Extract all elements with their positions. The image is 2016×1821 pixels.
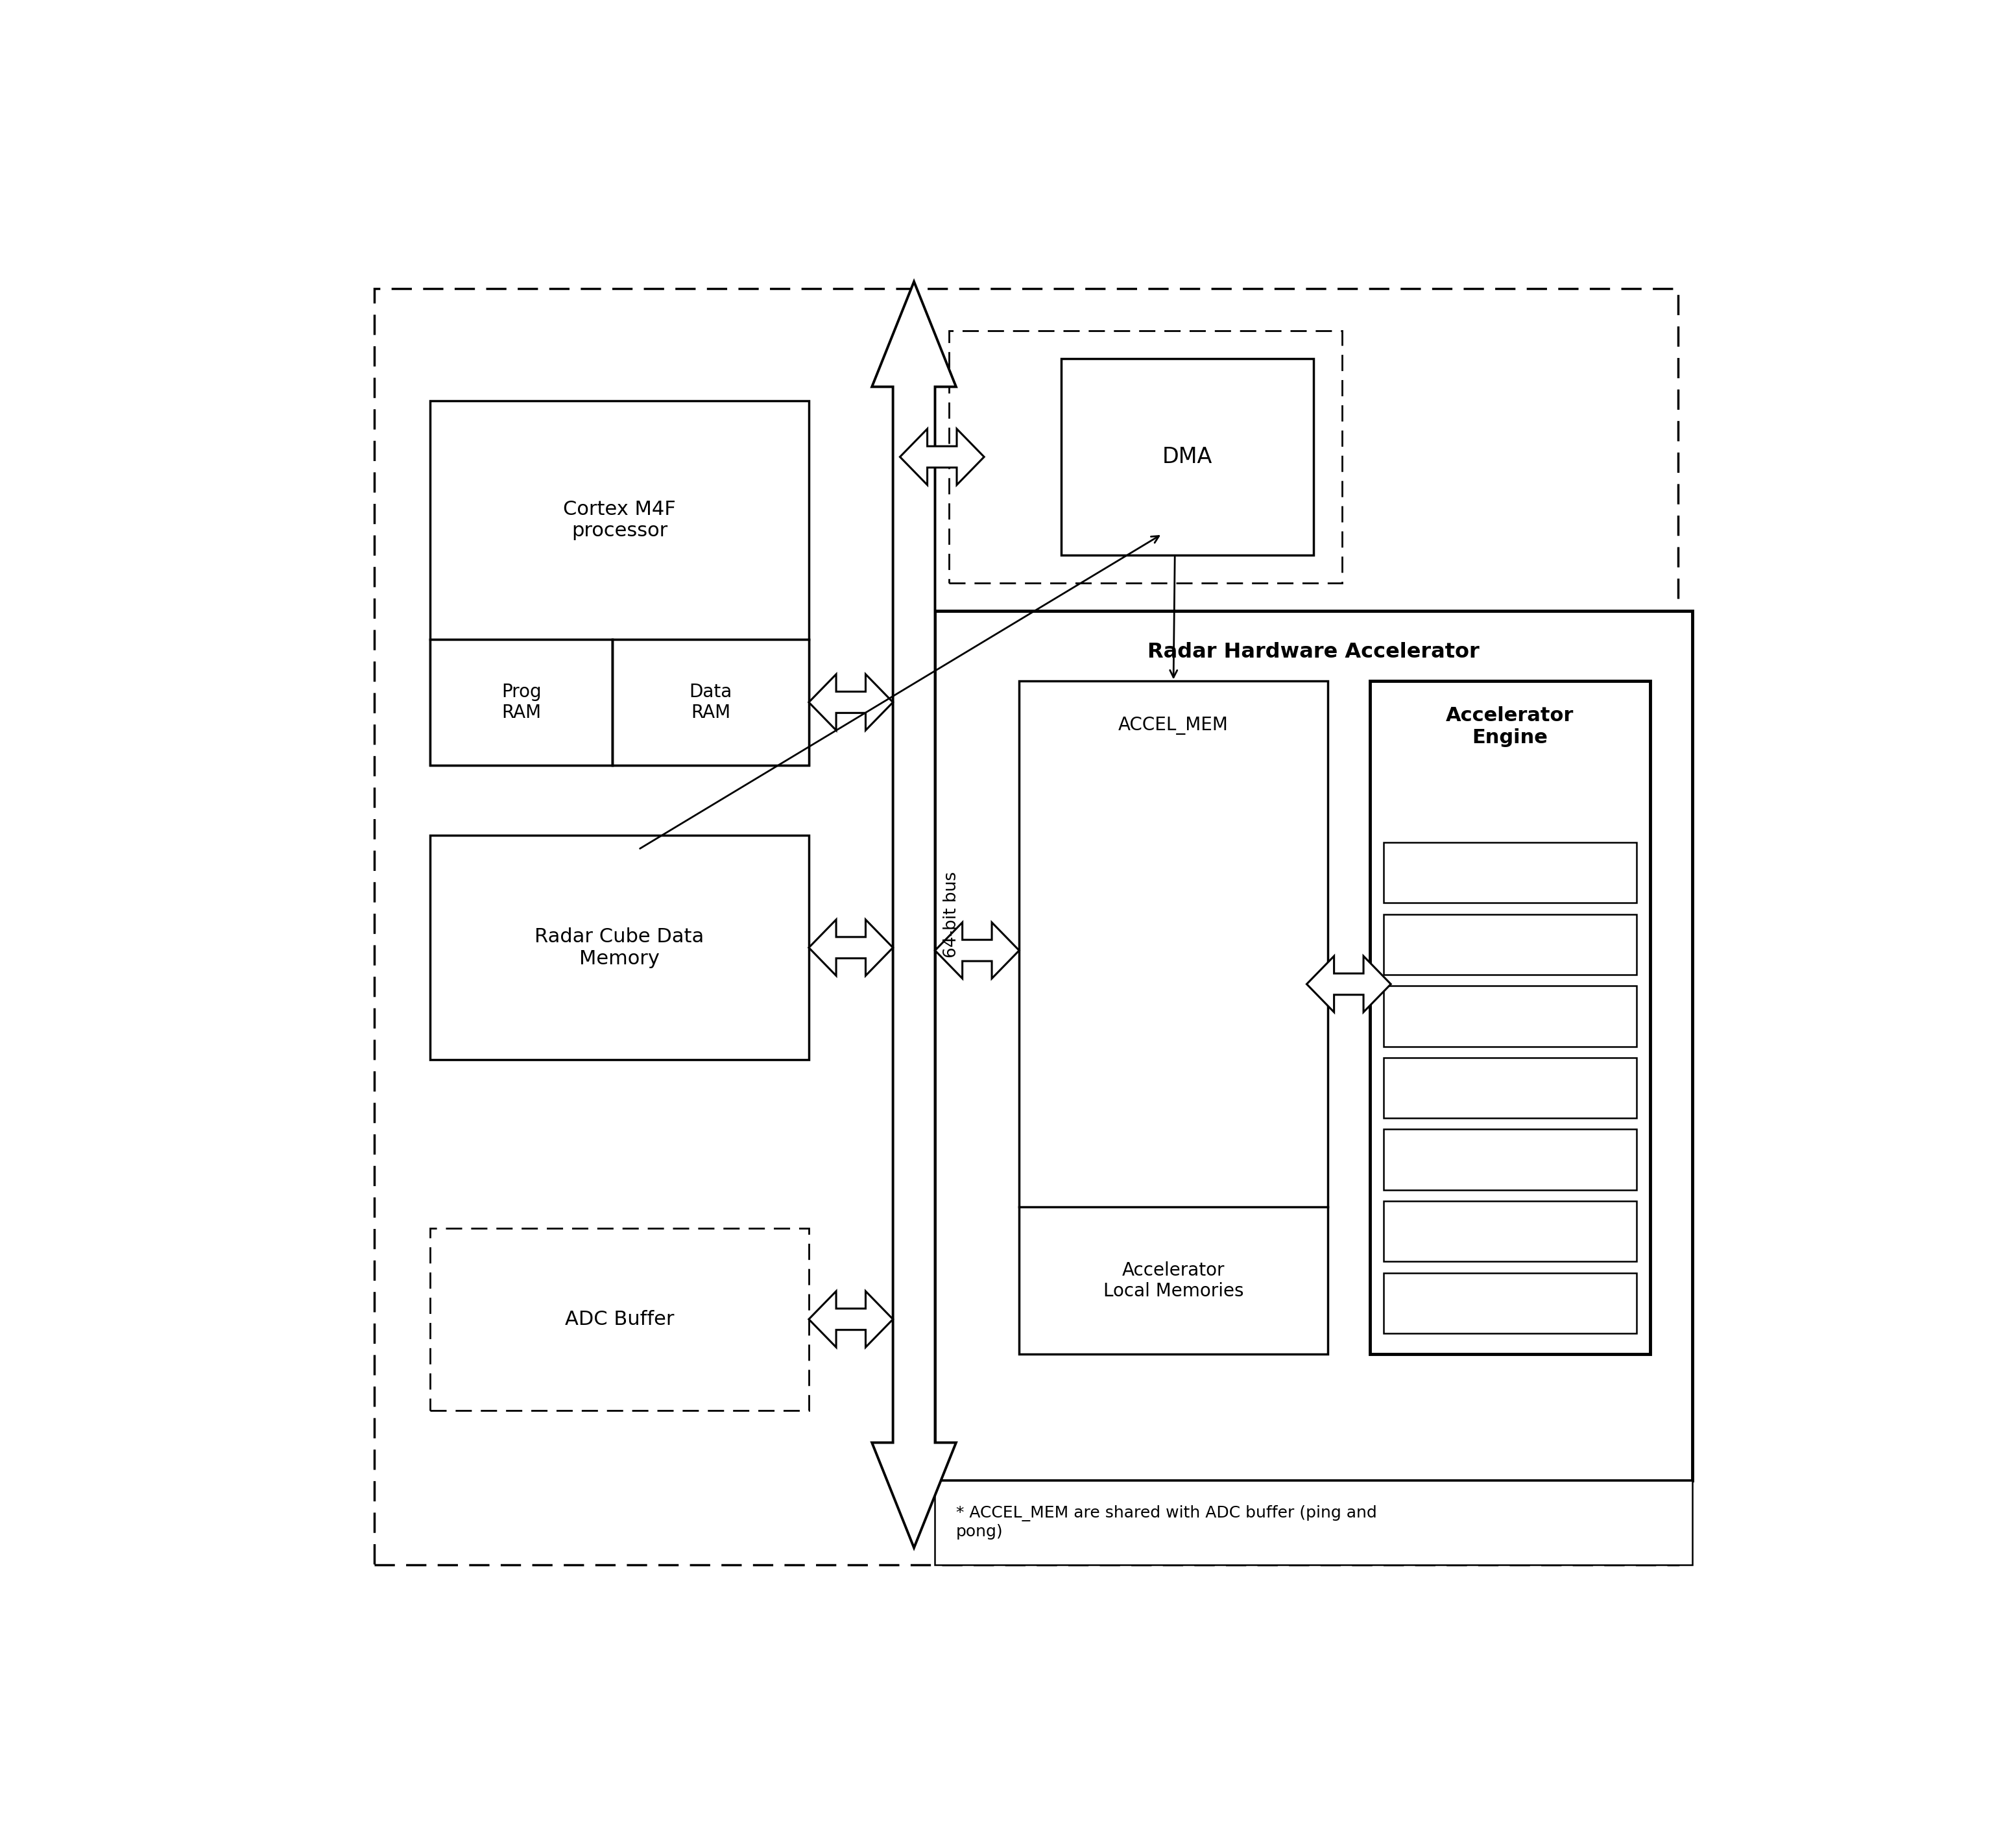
Polygon shape [871,282,956,1548]
Text: Radar Hardware Accelerator: Radar Hardware Accelerator [1147,643,1480,663]
Bar [1369,681,1651,1355]
Text: Radar Cube Data
Memory: Radar Cube Data Memory [534,927,704,969]
Bar [429,639,613,765]
Bar [1060,359,1314,555]
Bar [1383,1202,1637,1262]
Text: Pre-Processing: Pre-Processing [1452,865,1568,881]
Text: Accelerator
Engine: Accelerator Engine [1445,707,1574,747]
Bar [429,1227,808,1409]
Bar [1383,1129,1637,1189]
Bar [950,331,1343,583]
Polygon shape [1306,956,1391,1012]
Bar [1383,985,1637,1047]
Bar [1383,914,1637,974]
Text: State Machine: State Machine [1452,1153,1568,1167]
Text: Parameter-set
Config Memory: Parameter-set Config Memory [1447,1215,1572,1247]
Text: FFT: FFT [1496,936,1524,952]
Text: Data
RAM: Data RAM [689,683,732,721]
Text: * ACCEL_MEM are shared with ADC buffer (ping and
pong): * ACCEL_MEM are shared with ADC buffer (… [956,1506,1377,1541]
Bar [613,639,808,765]
Text: ACCEL_MEM: ACCEL_MEM [1119,716,1228,734]
Text: 64-bit bus: 64-bit bus [943,872,960,958]
Bar [429,401,808,765]
Text: Log-Magnitude: Log-Magnitude [1450,1009,1570,1023]
Text: Accelerator
Local Memories: Accelerator Local Memories [1103,1262,1244,1300]
Text: Cortex M4F
processor: Cortex M4F processor [562,499,675,541]
Polygon shape [808,674,893,730]
Text: Registers: Registers [1472,1295,1548,1311]
Polygon shape [808,1291,893,1348]
Bar [429,836,808,1060]
Bar [935,1480,1691,1564]
Polygon shape [935,923,1020,978]
Bar [1383,843,1637,903]
Polygon shape [899,430,984,484]
Text: DMA: DMA [1163,446,1212,468]
Bar [1383,1058,1637,1118]
Polygon shape [808,920,893,976]
Text: Prog
RAM: Prog RAM [502,683,540,721]
Bar [1020,681,1329,1355]
Bar [1383,1273,1637,1333]
Bar [935,612,1691,1480]
Text: CFAR-CA: CFAR-CA [1476,1080,1544,1096]
Text: ADC Buffer: ADC Buffer [564,1309,673,1329]
